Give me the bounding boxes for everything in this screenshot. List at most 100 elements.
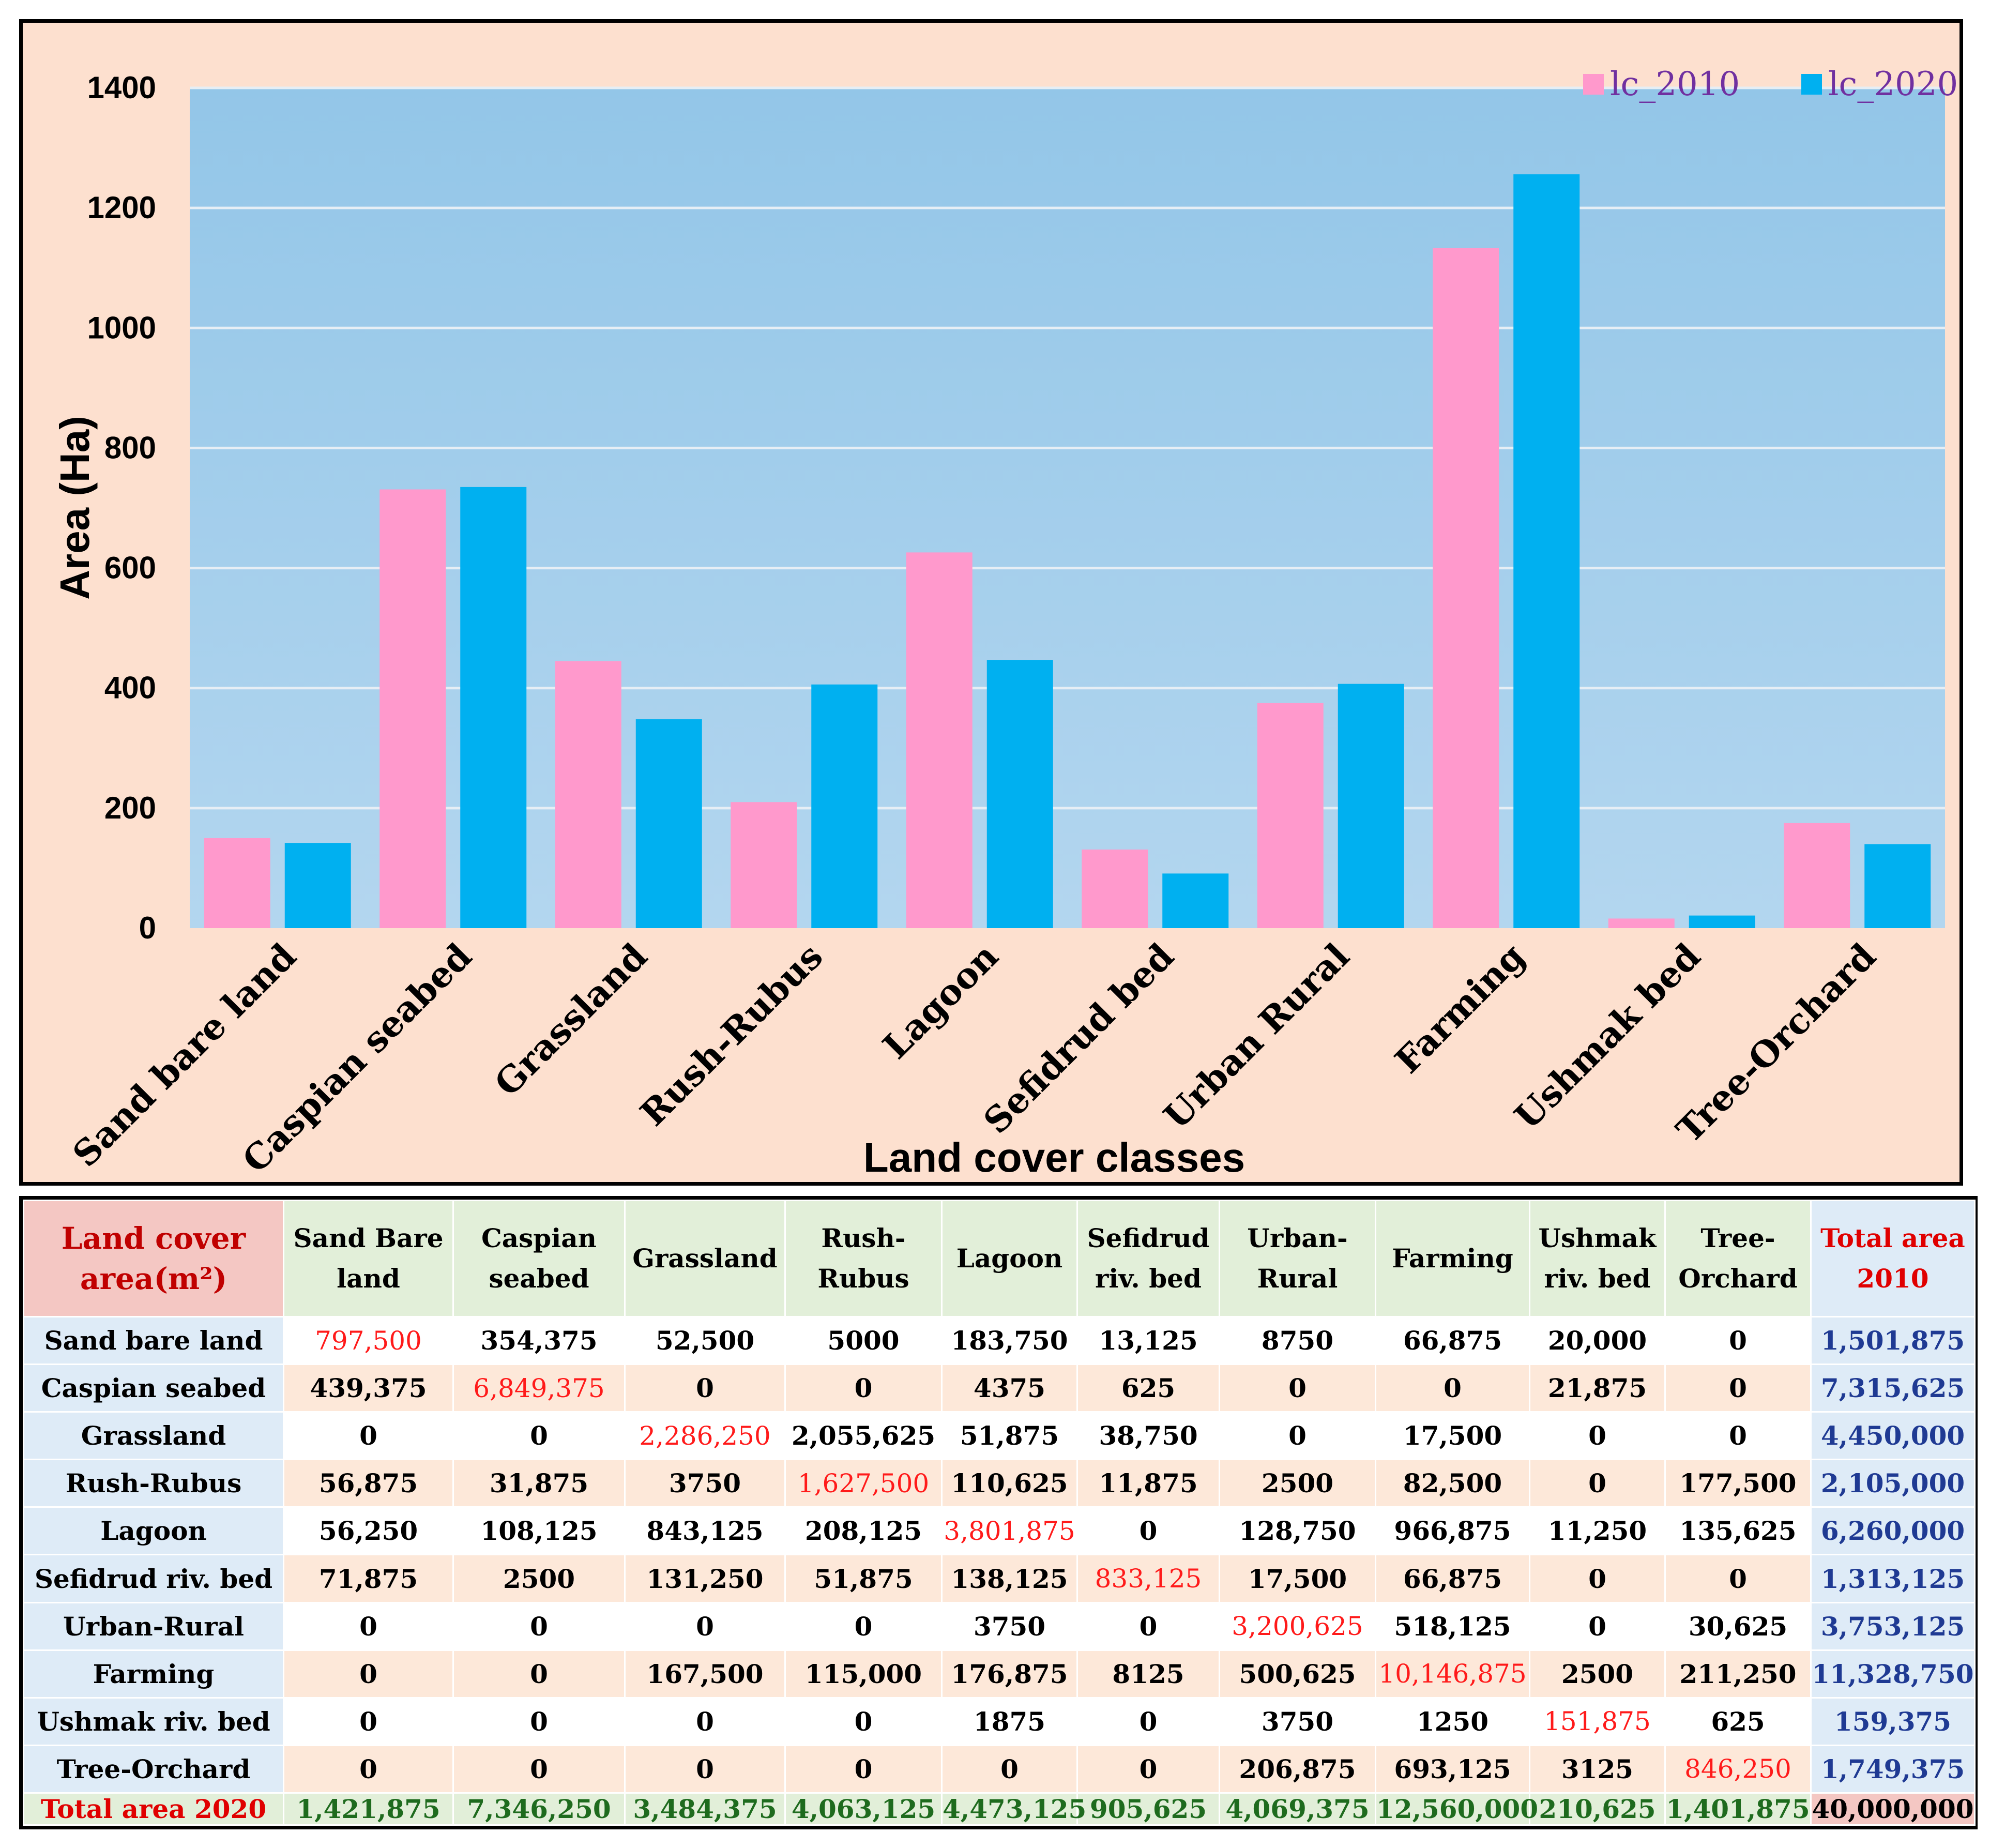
table-cell: 0 — [1664, 1364, 1812, 1413]
table-cell: 0 — [784, 1364, 943, 1413]
table-cell: 17,500 — [1219, 1554, 1376, 1603]
col-header: Ushmak riv. bed — [1529, 1200, 1666, 1317]
table-row: Rush-Rubus 56,875 31,875 3750 1,627,500 110,6… — [23, 1459, 1976, 1508]
bar-2010 — [1433, 248, 1499, 929]
y-tick-label: 1400 — [87, 70, 156, 105]
table-cell: 2,055,625 — [784, 1411, 943, 1461]
table-cell: 354,375 — [452, 1315, 626, 1366]
table-cell: 0 — [1076, 1696, 1220, 1746]
table-row: Ushmak riv. bed 0 0 0 0 1875 0 3750 1250 151,875 6… — [23, 1696, 1976, 1746]
table-cell: 4375 — [941, 1364, 1078, 1413]
footer-cell: 1,421,875 — [283, 1792, 454, 1826]
bar-2020 — [986, 660, 1053, 928]
diagonal-cell: 3,200,625 — [1219, 1601, 1376, 1651]
col-header-total-2010: Total area 2010 — [1810, 1200, 1976, 1317]
corner-header: Land cover area(m²) — [23, 1200, 284, 1317]
table-cell: 0 — [1219, 1364, 1376, 1413]
bar-2020 — [460, 487, 527, 928]
table-cell: 0 — [1664, 1315, 1812, 1366]
bar-2010 — [731, 802, 797, 928]
table-cell: 0 — [283, 1601, 454, 1651]
footer-cell: 4,063,125 — [784, 1792, 943, 1826]
col-header: Lagoon — [941, 1200, 1078, 1317]
y-tick-label: 800 — [104, 430, 156, 465]
table-header-row: Land cover area(m²) Sand Bare land Caspi… — [23, 1200, 1976, 1317]
table-cell: 135,625 — [1664, 1506, 1812, 1556]
row-total-2010: 6,260,000 — [1810, 1506, 1976, 1556]
row-header: Rush-Rubus — [23, 1459, 284, 1508]
row-header: Grassland — [23, 1411, 284, 1461]
bar-2020 — [1864, 844, 1931, 928]
row-total-2010: 1,501,875 — [1810, 1315, 1976, 1366]
table-cell: 0 — [283, 1696, 454, 1746]
bar-2010 — [1608, 918, 1675, 928]
table-cell: 11,250 — [1529, 1506, 1666, 1556]
table-cell: 66,875 — [1375, 1315, 1530, 1366]
table-cell: 0 — [784, 1696, 943, 1746]
bar-2010 — [555, 661, 621, 928]
col-header: Urban-Rural — [1219, 1200, 1376, 1317]
table-cell: 0 — [1529, 1411, 1666, 1461]
footer-cell: 1,401,875 — [1664, 1792, 1812, 1826]
table-cell: 2500 — [1529, 1649, 1666, 1699]
col-header: Caspian seabed — [452, 1200, 626, 1317]
table-row: Tree-Orchard 0 0 0 0 0 0 206,875 693,125 3125 846,… — [23, 1744, 1976, 1794]
row-header: Sand bare land — [23, 1315, 284, 1366]
table-cell: 51,875 — [941, 1411, 1078, 1461]
table-cell: 52,500 — [624, 1315, 786, 1366]
table-cell: 0 — [283, 1411, 454, 1461]
table-cell: 625 — [1076, 1364, 1220, 1413]
table-cell: 1250 — [1375, 1696, 1530, 1746]
plot-area — [190, 88, 1945, 928]
table-cell: 0 — [1664, 1411, 1812, 1461]
table-cell: 71,875 — [283, 1554, 454, 1603]
row-total-2010: 159,375 — [1810, 1696, 1976, 1746]
table-cell: 693,125 — [1375, 1744, 1530, 1794]
table-cell: 625 — [1664, 1696, 1812, 1746]
diagonal-cell: 846,250 — [1664, 1744, 1812, 1794]
table-cell: 11,875 — [1076, 1459, 1220, 1508]
table-cell: 2500 — [1219, 1459, 1376, 1508]
row-total-2010: 3,753,125 — [1810, 1601, 1976, 1651]
table-cell: 0 — [1529, 1459, 1666, 1508]
table-cell: 177,500 — [1664, 1459, 1812, 1508]
diagonal-cell: 833,125 — [1076, 1554, 1220, 1603]
bar-2020 — [1689, 915, 1755, 928]
row-total-2010: 1,313,125 — [1810, 1554, 1976, 1603]
table-cell: 0 — [1076, 1506, 1220, 1556]
table-cell: 21,875 — [1529, 1364, 1666, 1413]
table-cell: 0 — [1529, 1601, 1666, 1651]
table-cell: 20,000 — [1529, 1315, 1666, 1366]
table-row: Sand bare land 797,500 354,375 52,500 5000 18… — [23, 1315, 1976, 1366]
col-header: Farming — [1375, 1200, 1530, 1317]
table-cell: 0 — [1375, 1364, 1530, 1413]
bar-2010 — [906, 552, 973, 928]
table-cell: 17,500 — [1375, 1411, 1530, 1461]
table-cell: 0 — [624, 1696, 786, 1746]
footer-label: Total area 2020 — [23, 1792, 284, 1826]
col-header: Sefidrud riv. bed — [1076, 1200, 1220, 1317]
table-cell: 176,875 — [941, 1649, 1078, 1699]
table-cell: 3125 — [1529, 1744, 1666, 1794]
x-category-label: Grassland — [487, 935, 656, 1104]
legend-label-2020: lc_2020 — [1828, 65, 1958, 103]
diagonal-cell: 10,146,875 — [1375, 1649, 1530, 1699]
bar-2020 — [635, 719, 702, 928]
table-cell: 0 — [283, 1744, 454, 1794]
bar-2010 — [379, 489, 446, 928]
bar-2020 — [284, 843, 351, 928]
footer-cell: 905,625 — [1076, 1792, 1220, 1826]
table-cell: 3750 — [1219, 1696, 1376, 1746]
table-cell: 0 — [452, 1744, 626, 1794]
footer-cell: 7,346,250 — [452, 1792, 626, 1826]
table-row: Sefidrud riv. bed 71,875 2500 131,250 51,875… — [23, 1554, 1976, 1603]
diagonal-cell: 3,801,875 — [941, 1506, 1078, 1556]
table-cell: 0 — [784, 1601, 943, 1651]
y-axis-title: Area (Ha) — [52, 416, 98, 600]
table-cell: 500,625 — [1219, 1649, 1376, 1699]
diagonal-cell: 6,849,375 — [452, 1364, 626, 1413]
y-tick-label: 0 — [139, 911, 156, 945]
col-header: Tree-Orchard — [1664, 1200, 1812, 1317]
footer-cell: 4,473,125 — [941, 1792, 1087, 1826]
